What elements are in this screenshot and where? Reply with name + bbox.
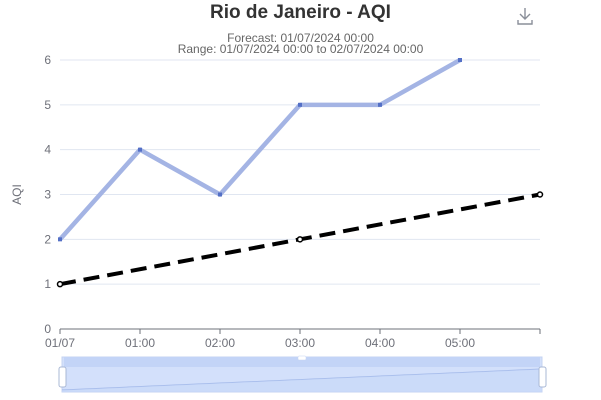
forecast-subtitle: Forecast: 01/07/2024 00:00 — [227, 31, 374, 45]
zoom-move-handle — [297, 355, 307, 361]
grid-lines — [60, 59, 540, 285]
data-point — [58, 237, 62, 242]
x-tick-label: 04:00 — [365, 336, 395, 350]
y-tick-label: 5 — [44, 98, 51, 112]
data-point — [296, 236, 304, 243]
y-tick-label: 0 — [44, 322, 51, 336]
x-tick-label: 05:00 — [445, 336, 475, 350]
x-tick-label: 02:00 — [205, 336, 235, 350]
zoom-handle-left — [58, 366, 67, 388]
y-axis-title: AQI — [10, 184, 24, 205]
y-tick-label: 6 — [44, 53, 51, 67]
x-tick-label: 01/07 — [45, 336, 75, 350]
data-point — [218, 192, 222, 197]
data-point — [56, 280, 64, 288]
x-tick-label: 01:00 — [125, 336, 155, 350]
data-point — [298, 102, 302, 107]
chart-title: Rio de Janeiro - AQI — [210, 2, 391, 23]
series-layer — [56, 58, 544, 288]
zoom-preview-area — [62, 369, 542, 392]
series-line-1 — [58, 58, 462, 241]
y-tick-label: 4 — [44, 143, 51, 157]
y-tick-label: 1 — [44, 277, 51, 291]
data-point — [138, 147, 142, 152]
data-point — [378, 102, 382, 107]
data-point — [536, 191, 544, 198]
range-subtitle: Range: 01/07/2024 00:00 to 02/07/2024 00… — [177, 42, 424, 56]
y-axis: 0 1 2 3 4 5 6 AQI — [10, 53, 51, 336]
y-tick-label: 2 — [44, 232, 51, 246]
data-zoom-slider[interactable] — [58, 355, 547, 393]
download-button[interactable] — [514, 5, 536, 27]
x-tick-label: 03:00 — [285, 336, 315, 350]
zoom-handle-right — [538, 366, 547, 388]
y-tick-label: 3 — [44, 188, 51, 202]
download-icon — [517, 8, 533, 25]
data-point — [458, 58, 462, 62]
zoom-top-bar — [64, 357, 540, 367]
x-axis: 01/07 01:00 02:00 03:00 04:00 05:00 — [45, 328, 541, 350]
